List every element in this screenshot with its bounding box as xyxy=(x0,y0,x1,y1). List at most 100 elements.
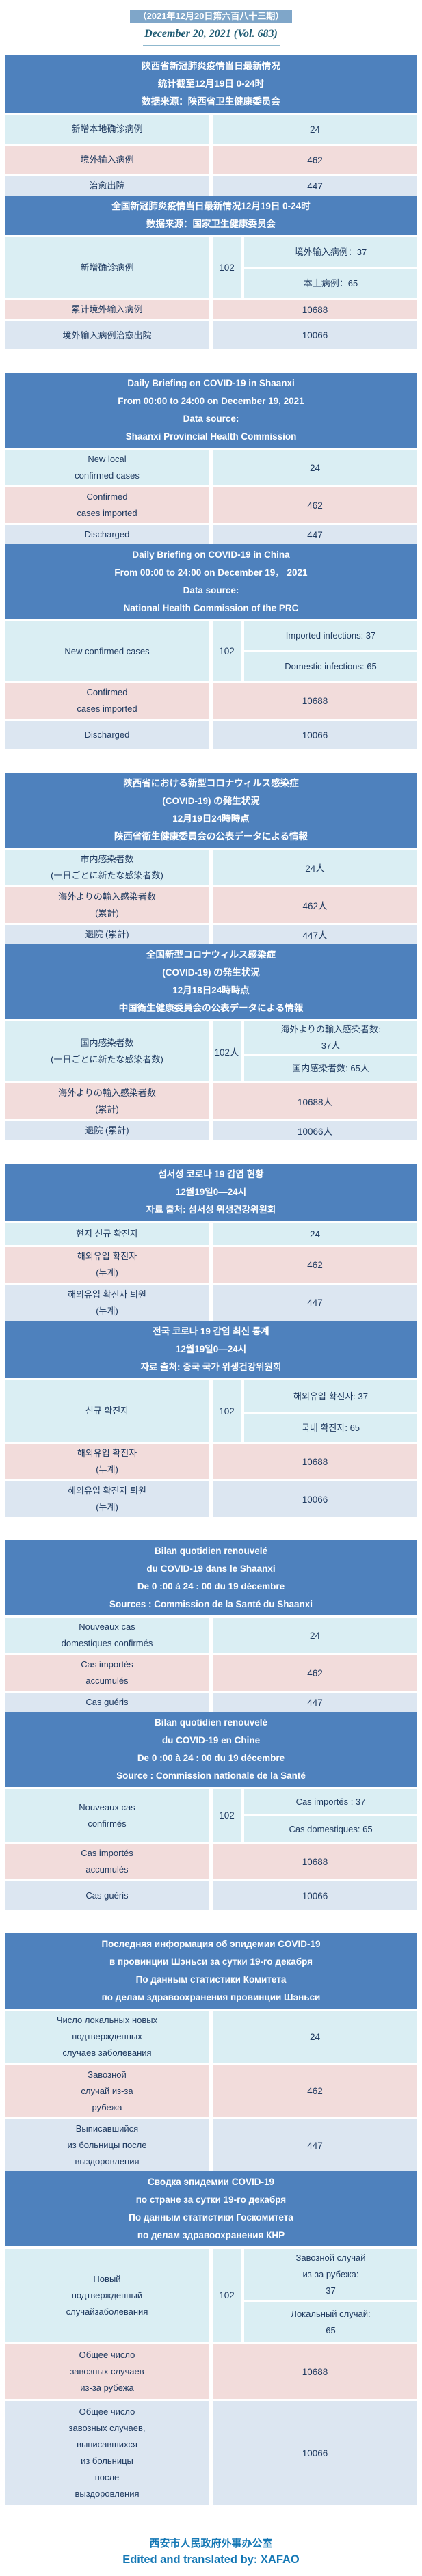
detail-line: 해외유입 확진자: 37 xyxy=(293,1391,368,1401)
label-line: Cas guéris xyxy=(85,1890,129,1901)
detail-line: 65 xyxy=(326,2324,336,2335)
footer-organization: 西安市人民政府外事办公室 xyxy=(149,2538,273,2549)
table-header-line: Daily Briefing on COVID-19 in Shaanxi xyxy=(127,378,295,388)
label-line: Nouveaux cas xyxy=(79,1801,135,1812)
masthead: （2021年12月20日第六百八十三期） December 20, 2021 (… xyxy=(0,0,422,46)
issue-number-band: （2021年12月20日第六百八十三期） xyxy=(129,10,293,23)
table-row: Discharged 447 xyxy=(5,523,417,544)
label-line: выздоровления xyxy=(75,2488,140,2499)
label-line: подтвержденный xyxy=(71,2290,143,2300)
table-header: 전국 코로나 19 감염 최신 통계 12월19일0—24시 자료 출처: 중국 국… xyxy=(5,1321,417,1378)
row-value: 10688人 xyxy=(297,1097,333,1108)
shaanxi-table: 陕西省における新型コロナウィルス感染症 (COVID-19) の発生状況 12月19… xyxy=(5,773,417,944)
label-line: Nouveaux cas xyxy=(79,1622,135,1632)
table-row: New confirmed cases 102 Imported infection… xyxy=(5,619,417,681)
row-label: Новый подтвержденный случайзаболевания xyxy=(5,2249,213,2342)
row-label: 현지 신규 확진자 xyxy=(5,1223,213,1245)
section-french: Bilan quotidien renouvelé du COVID-19 dan… xyxy=(5,1540,417,1910)
table-header-line: 陕西省衛生健康委員会の公表データによる情報 xyxy=(114,831,308,842)
table-header: 全国新冠肺炎疫情当日最新情况12月19日 0-24时 数据来源：国家卫生健康委员会 xyxy=(5,196,417,235)
table-header: Daily Briefing on COVID-19 in China From … xyxy=(5,544,417,619)
table-header: Bilan quotidien renouvelé du COVID-19 dan… xyxy=(5,1540,417,1615)
label-line: 해외유입 확진자 퇴원 xyxy=(68,1289,146,1300)
table-row: Cas importés accumulés 462 xyxy=(5,1653,417,1691)
detail-line: Cas domestiques: 65 xyxy=(289,1823,373,1834)
table-header-line: 全国新冠肺炎疫情当日最新情况12月19日 0-24时 xyxy=(111,201,311,211)
table-row: 新增本地确诊病例 24 xyxy=(5,113,417,144)
row-total-value: 102 xyxy=(213,1380,244,1442)
table-row: 海外よりの輸入感染者数 (累計) 462人 xyxy=(5,885,417,923)
table-row: Confirmed cases imported 10688 xyxy=(5,681,417,719)
table-header-line: По данным статистики Госкомитета xyxy=(129,2212,293,2223)
detail-line: 37人 xyxy=(321,1040,341,1051)
row-value: 10066 xyxy=(302,1494,328,1505)
table-row: 海外よりの輸入感染者数 (累計) 10688人 xyxy=(5,1081,417,1119)
table-header: Сводка эпидемии COVID-19 по стране за сут… xyxy=(5,2171,417,2246)
table-header-line: 全国新型コロナウィルス感染症 xyxy=(146,950,276,960)
row-label: Cas importés accumulés xyxy=(5,1655,213,1691)
date-underline xyxy=(142,45,280,46)
label-line: 境外输入病例 xyxy=(80,155,134,165)
detail-top-value: Cas importés : 37 xyxy=(244,1789,417,1816)
label-line: Cas importés xyxy=(81,1659,133,1669)
detail-bottom-value: Локальный случай: 65 xyxy=(244,2302,417,2342)
row-total-value: 102 xyxy=(213,621,244,681)
table-header-line: 12월19일0—24시 xyxy=(175,1344,247,1354)
china-table: Daily Briefing on COVID-19 in China From … xyxy=(5,544,417,749)
section-english: Daily Briefing on COVID-19 in Shaanxi Fro… xyxy=(5,373,417,749)
china-table: 전국 코로나 19 감염 최신 통계 12월19일0—24시 자료 출처: 중국 국… xyxy=(5,1321,417,1517)
row-label: 市内感染者数 (一日ごとに新たな感染者数) xyxy=(5,850,213,885)
section-korean: 섬서성 코로나 19 감염 현황 12월19일0—24시 자료 출처: 섬서성 위생… xyxy=(5,1164,417,1517)
label-line: Discharged xyxy=(84,529,130,539)
label-line: (一日ごとに新たな感染者数) xyxy=(51,1054,163,1064)
label-line: Cas guéris xyxy=(85,1697,129,1707)
table-header-line: 数据来源：国家卫生健康委员会 xyxy=(146,219,276,229)
label-line: Общее число xyxy=(79,2406,135,2417)
label-line: завозных случаев xyxy=(70,2366,144,2376)
label-line: (누계) xyxy=(96,1502,118,1512)
row-label: Confirmed cases imported xyxy=(5,487,213,523)
shaanxi-table: Последняя информация об эпидемии COVID-1… xyxy=(5,1933,417,2171)
table-row: 国内感染者数 (一日ごとに新たな感染者数) 102人 海外よりの輸入感染者数: 37人国… xyxy=(5,1019,417,1081)
china-table: 全国新型コロナウィルス感染症 (COVID-19) の発生状況 12月18日24時時… xyxy=(5,944,417,1140)
table-row: 신규 확진자 102 해외유입 확진자: 37 국내 확진자: 65 xyxy=(5,1378,417,1442)
row-label: 海外よりの輸入感染者数 (累計) xyxy=(5,887,213,923)
footer: 西安市人民政府外事办公室 Edited and translated by: X… xyxy=(0,2536,422,2568)
row-label: 累计境外输入病例 xyxy=(5,300,213,319)
label-line: выздоровления xyxy=(75,2156,140,2166)
label-line: (누계) xyxy=(96,1305,118,1316)
row-value: 10066 xyxy=(302,1890,328,1901)
label-line: случай из-за xyxy=(81,2085,133,2096)
row-total-value: 102 xyxy=(213,2249,244,2342)
row-label: 退院 (累計) xyxy=(5,1121,213,1140)
row-detail: 境外输入病例：37 本土病例：65 xyxy=(244,237,417,298)
label-line: случайзаболевания xyxy=(66,2306,148,2317)
label-line: выписавшихся xyxy=(77,2439,137,2450)
table-header: Daily Briefing on COVID-19 in Shaanxi Fro… xyxy=(5,373,417,448)
row-value: 447人 xyxy=(302,930,328,941)
table-row: 退院 (累計) 10066人 xyxy=(5,1119,417,1140)
table-row: 境外输入病例治愈出院 10066 xyxy=(5,319,417,349)
label-line: (一日ごとに新たな感染者数) xyxy=(51,870,163,881)
detail-line: 37 xyxy=(326,2285,336,2296)
label-line: accumulés xyxy=(85,1676,129,1686)
label-line: из больницы xyxy=(81,2456,133,2466)
row-value: 447 xyxy=(307,1298,323,1308)
shaanxi-table: 섬서성 코로나 19 감염 현황 12월19일0—24시 자료 출처: 섬서성 위생… xyxy=(5,1164,417,1321)
table-header-line: в провинции Шэньси за сутки 19-го декабр… xyxy=(109,1957,313,1967)
label-line: Общее число xyxy=(79,2350,135,2360)
row-value: 24 xyxy=(309,462,321,473)
china-table: 全国新冠肺炎疫情当日最新情况12月19日 0-24时 数据来源：国家卫生健康委员会… xyxy=(5,196,417,349)
row-value: 10066 xyxy=(302,2447,328,2458)
table-header-line: Data source: xyxy=(183,414,239,424)
row-label: Confirmed cases imported xyxy=(5,683,213,719)
footer-credit: Edited and translated by: XAFAO xyxy=(122,2553,300,2566)
table-row: Cas importés accumulés 10688 xyxy=(5,1842,417,1879)
detail-line: 国内感染者数: 65人 xyxy=(292,1062,369,1073)
label-line: 海外よりの輸入感染者数 xyxy=(58,1087,156,1098)
row-label: Discharged xyxy=(5,525,213,544)
shaanxi-table: 陕西省新冠肺炎疫情当日最新情况 统计截至12月19日 0-24时 数据来源：陕西省卫… xyxy=(5,55,417,196)
row-label: 境外输入病例治愈出院 xyxy=(5,321,213,349)
label-line: Confirmed xyxy=(86,687,128,697)
row-value: 447 xyxy=(307,1697,323,1708)
